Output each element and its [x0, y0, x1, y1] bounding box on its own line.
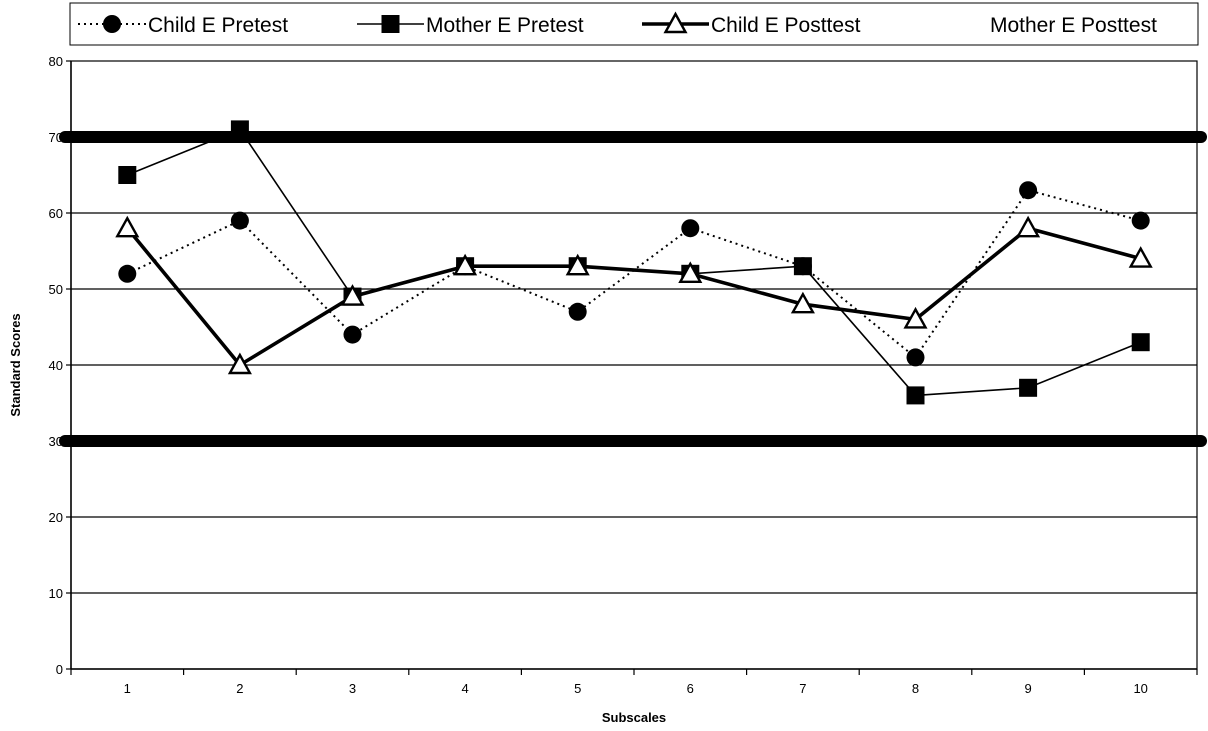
data-point [1128, 246, 1153, 268]
data-point [1019, 378, 1038, 397]
x-tick-label: 10 [1133, 681, 1147, 696]
data-point [906, 348, 925, 367]
legend: Child E Pretest Mother E Pretest Child E P… [69, 2, 1199, 46]
data-point [453, 253, 478, 276]
data-point [230, 211, 249, 230]
x-tick-label: 5 [574, 681, 581, 696]
data-point [565, 253, 590, 276]
legend-item: Child E Pretest [78, 14, 288, 37]
series-3 [115, 215, 1153, 375]
series-line [125, 226, 1142, 367]
y-tick-label: 50 [49, 282, 63, 297]
data-point [903, 306, 928, 329]
x-tick-label: 9 [1024, 681, 1031, 696]
series-layer [115, 120, 1153, 405]
data-point [793, 257, 812, 276]
data-point [118, 166, 137, 184]
legend-label: Mother E Posttest [990, 14, 1157, 37]
y-tick-label: 10 [49, 586, 63, 601]
data-point [568, 302, 587, 321]
data-point [227, 352, 252, 375]
legend-marker [103, 15, 121, 33]
series-line [126, 189, 1141, 359]
x-tick-label: 4 [461, 681, 468, 696]
data-point [681, 219, 700, 238]
x-tick-label: 8 [912, 681, 919, 696]
data-point [790, 291, 815, 314]
data-point [230, 120, 249, 139]
data-point [343, 325, 362, 344]
y-tick-label: 70 [49, 130, 63, 145]
legend-box [69, 2, 1199, 46]
x-tick-label: 3 [349, 681, 356, 696]
y-axis-title: Standard Scores [8, 313, 23, 416]
legend-label: Mother E Pretest [426, 14, 584, 37]
x-tick-label: 1 [124, 681, 131, 696]
legend-marker [381, 15, 400, 33]
y-tick-label: 20 [49, 510, 63, 525]
data-point [115, 215, 140, 238]
x-tick-label: 7 [799, 681, 806, 696]
data-point [118, 264, 137, 283]
data-point [1131, 333, 1150, 352]
legend-item: Mother E Posttest [990, 14, 1157, 37]
legend-marker [663, 11, 688, 34]
legend-label: Child E Pretest [148, 14, 288, 37]
y-tick-label: 30 [49, 434, 63, 449]
x-axis-title: Subscales [602, 710, 666, 725]
data-point [678, 261, 703, 283]
y-tick-label: 0 [56, 662, 63, 677]
data-point [906, 386, 925, 405]
y-tick-label: 40 [49, 358, 63, 373]
y-tick-label: 60 [49, 206, 63, 221]
y-tick-label: 80 [49, 54, 63, 69]
x-tick-label: 2 [236, 681, 243, 696]
data-point [1019, 181, 1038, 200]
legend-item: Mother E Pretest [357, 14, 584, 37]
x-tick-label: 6 [687, 681, 694, 696]
legend-item: Child E Posttest [642, 11, 861, 37]
data-point [1131, 211, 1150, 230]
reference-lines [59, 131, 1207, 447]
data-point [1016, 215, 1041, 238]
data-point [340, 284, 365, 306]
legend-label: Child E Posttest [711, 14, 861, 37]
axes: 0 10 20 30 40 50 60 70 80 1 2 3 4 5 6 7 8 9 10 [49, 54, 1198, 696]
